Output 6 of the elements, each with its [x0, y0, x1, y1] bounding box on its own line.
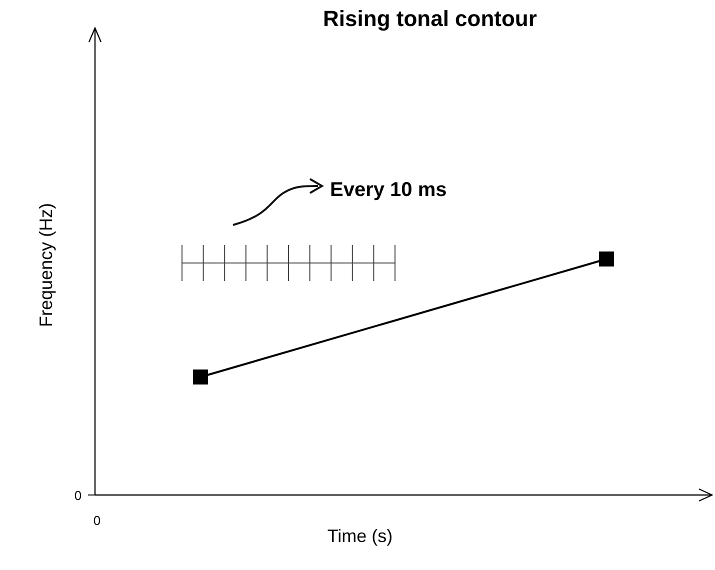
text: Every 10 ms [330, 179, 447, 201]
text: 0 [74, 488, 82, 503]
chart-title: Rising tonal contour [323, 6, 538, 31]
y-axis-title: Frequency (Hz) [36, 202, 56, 328]
text: 0 [93, 513, 101, 528]
x-axis-title: Time (s) [327, 526, 393, 546]
